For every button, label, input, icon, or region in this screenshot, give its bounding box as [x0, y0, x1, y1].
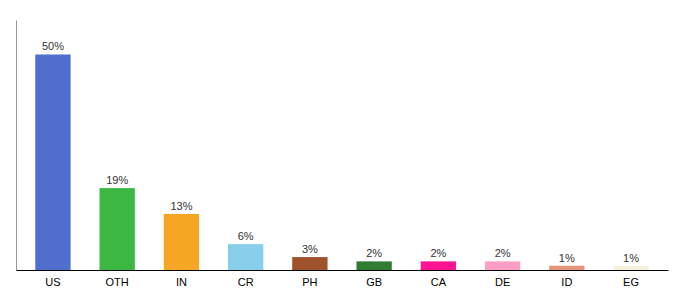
- data-label: 1%: [623, 252, 639, 264]
- bar: [485, 261, 520, 270]
- x-tick-label: US: [45, 276, 60, 288]
- x-axis: US OTH IN CR PH GB CA DE ID EG: [17, 271, 669, 288]
- chart-svg: US OTH IN CR PH GB CA DE ID EG 50% 19% 13% 6% 3% 2% 2% 2%…: [0, 0, 680, 300]
- x-tick: CA: [431, 276, 447, 288]
- x-tick: GB: [366, 276, 382, 288]
- x-tick: DE: [495, 276, 510, 288]
- x-tick-label: OTH: [106, 276, 129, 288]
- x-tick: ID: [561, 276, 572, 288]
- chart-container: US OTH IN CR PH GB CA DE ID EG 50% 19% 13% 6% 3% 2% 2% 2%…: [0, 0, 680, 300]
- x-tick: EG: [623, 276, 639, 288]
- bar: [35, 54, 70, 270]
- data-label: 13%: [170, 200, 192, 212]
- bar: [164, 214, 199, 270]
- data-label: 2%: [430, 247, 446, 259]
- bar: [549, 266, 584, 270]
- bar: [613, 266, 648, 270]
- bars: [35, 54, 648, 270]
- y-axis: [16, 21, 17, 271]
- x-tick-label: IN: [176, 276, 187, 288]
- data-label: 50%: [42, 40, 64, 52]
- data-label: 19%: [106, 174, 128, 186]
- x-tick: OTH: [106, 276, 129, 288]
- data-label: 3%: [302, 243, 318, 255]
- x-tick: US: [45, 276, 60, 288]
- data-label: 6%: [238, 230, 254, 242]
- x-axis-line: [17, 270, 669, 271]
- x-tick-label: CA: [431, 276, 447, 288]
- bar: [356, 261, 391, 270]
- bar: [228, 244, 263, 270]
- bar: [421, 261, 456, 270]
- x-tick: PH: [302, 276, 317, 288]
- x-tick-label: CR: [238, 276, 254, 288]
- x-tick-label: ID: [561, 276, 572, 288]
- data-label: 2%: [366, 247, 382, 259]
- bar: [100, 188, 135, 270]
- plot-area: US OTH IN CR PH GB CA DE ID EG 50% 19% 13% 6% 3% 2% 2% 2%…: [17, 21, 669, 288]
- y-axis-line: [16, 21, 17, 271]
- data-label: 1%: [559, 252, 575, 264]
- bar: [292, 257, 327, 270]
- x-tick-label: GB: [366, 276, 382, 288]
- data-label: 2%: [495, 247, 511, 259]
- x-tick: CR: [238, 276, 254, 288]
- data-labels: 50% 19% 13% 6% 3% 2% 2% 2% 1% 1%: [42, 40, 639, 263]
- x-tick-label: DE: [495, 276, 510, 288]
- x-tick-label: EG: [623, 276, 639, 288]
- x-tick-label: PH: [302, 276, 317, 288]
- x-tick: IN: [176, 276, 187, 288]
